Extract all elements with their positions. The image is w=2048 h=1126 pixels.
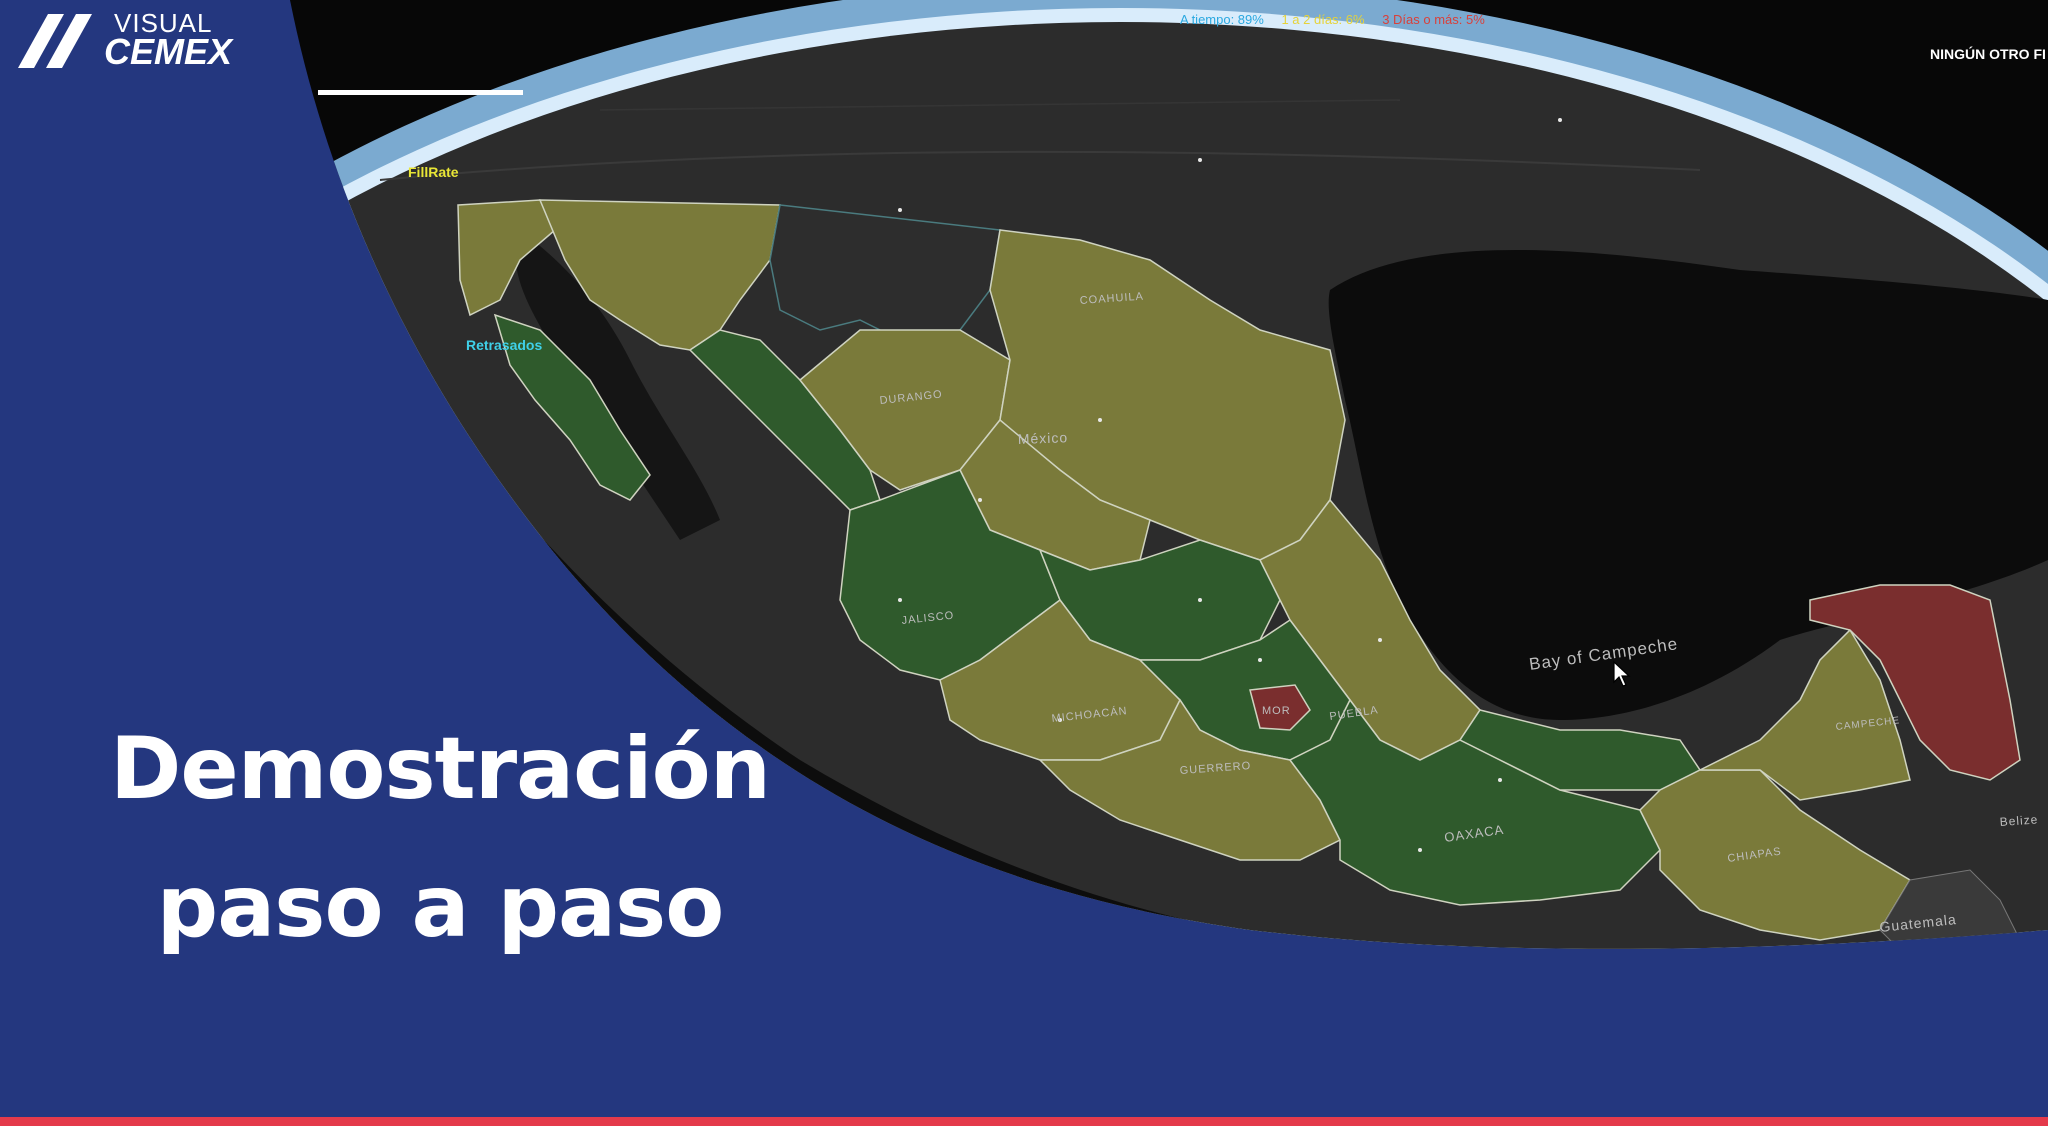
layer-label-fillrate[interactable]: FillRate [408, 164, 459, 180]
stat-late-1-2: 1 a 2 días: 6% [1281, 12, 1365, 27]
headline-line-1: Demostración [110, 719, 771, 819]
logo-word-cemex: CEMEX [104, 31, 233, 72]
map-label-mexico: México [1018, 429, 1069, 447]
map-label-morelos: MOR [1262, 705, 1291, 717]
filter-status: NINGÚN OTRO FI [1930, 46, 2046, 62]
map-label-guerrero: GUERRERO [1179, 760, 1251, 777]
map-label-belize: Belize [1999, 812, 2039, 829]
headline-line-2: paso a paso [156, 857, 725, 957]
stat-late-3plus: 3 Días o más: 5% [1382, 12, 1485, 27]
fillrate-stats: A tiempo: 89% 1 a 2 días: 6% 3 Días o má… [1180, 12, 1499, 27]
map-label-jalisco: JALISCO [901, 610, 955, 627]
stat-on-time: A tiempo: 89% [1180, 12, 1264, 27]
layer-label-retrasados[interactable]: Retrasados [466, 337, 543, 353]
map-label-coahuila: COAHUILA [1079, 291, 1144, 307]
logo-word-visual: VISUAL [114, 8, 213, 38]
slide-headline: Demostración paso a paso [100, 700, 780, 976]
logo-slashes-icon [18, 14, 92, 68]
visual-cemex-logo: VISUAL CEMEX [18, 8, 248, 72]
mouse-cursor-icon [1613, 660, 1631, 687]
bottom-accent-bar [0, 1117, 2048, 1126]
